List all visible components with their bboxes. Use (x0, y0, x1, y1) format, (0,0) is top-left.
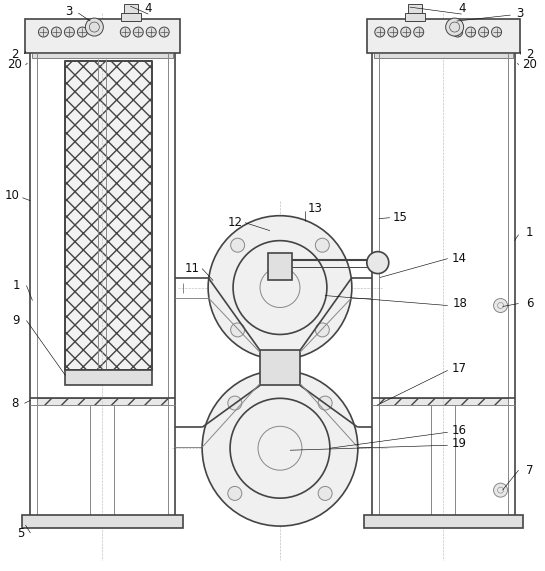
Circle shape (479, 27, 488, 37)
Circle shape (86, 18, 104, 36)
Circle shape (77, 27, 87, 37)
Text: 4: 4 (144, 2, 152, 15)
Text: 16: 16 (452, 424, 467, 437)
Circle shape (375, 27, 385, 37)
Bar (405, 13, 425, 21)
Circle shape (146, 27, 156, 37)
Text: 8: 8 (11, 397, 18, 410)
Circle shape (228, 486, 242, 500)
Bar (364, 515, 523, 528)
Bar (268, 252, 292, 280)
Bar (33, 53, 173, 58)
Bar (65, 371, 152, 385)
Text: 14: 14 (452, 252, 467, 265)
Text: 12: 12 (228, 216, 243, 229)
Circle shape (453, 27, 463, 37)
Circle shape (446, 18, 464, 36)
Text: 2: 2 (526, 47, 533, 61)
Text: 18: 18 (452, 297, 467, 310)
Text: 1: 1 (526, 226, 533, 239)
Bar (374, 53, 512, 58)
Circle shape (228, 396, 242, 410)
Text: 3: 3 (516, 7, 523, 19)
Circle shape (492, 27, 501, 37)
Circle shape (388, 27, 398, 37)
Circle shape (64, 27, 74, 37)
Bar (22, 515, 183, 528)
Circle shape (202, 371, 358, 526)
Circle shape (51, 27, 62, 37)
Text: 11: 11 (185, 262, 199, 275)
Text: 15: 15 (392, 211, 407, 224)
Bar (26, 19, 180, 53)
Bar (65, 61, 152, 371)
Circle shape (39, 27, 49, 37)
Text: 6: 6 (526, 297, 533, 310)
Text: 13: 13 (307, 202, 322, 215)
Text: 7: 7 (526, 464, 533, 477)
Bar (124, 4, 138, 21)
Circle shape (318, 396, 332, 410)
Circle shape (494, 299, 507, 312)
Circle shape (120, 27, 130, 37)
Circle shape (414, 27, 423, 37)
Text: 1: 1 (13, 279, 20, 292)
Circle shape (367, 252, 389, 274)
Text: 9: 9 (13, 314, 20, 327)
Circle shape (494, 483, 507, 497)
Bar (379, 399, 507, 405)
Circle shape (465, 27, 476, 37)
Circle shape (134, 27, 143, 37)
Circle shape (208, 216, 352, 359)
Circle shape (401, 27, 411, 37)
Circle shape (316, 323, 329, 337)
Circle shape (231, 323, 245, 337)
Bar (122, 13, 141, 21)
Text: 20: 20 (7, 58, 22, 71)
Text: 4: 4 (458, 2, 465, 15)
Bar (367, 19, 519, 53)
Text: 5: 5 (17, 526, 24, 540)
Bar (408, 4, 422, 21)
Circle shape (316, 238, 329, 252)
Text: 10: 10 (5, 189, 20, 202)
Circle shape (318, 486, 332, 500)
Text: 17: 17 (452, 362, 467, 375)
Bar (260, 351, 300, 385)
Text: 20: 20 (522, 58, 537, 71)
Bar (38, 399, 168, 405)
Circle shape (231, 238, 245, 252)
Circle shape (159, 27, 169, 37)
Text: 3: 3 (65, 5, 72, 18)
Text: 19: 19 (452, 437, 467, 450)
Text: 2: 2 (11, 47, 18, 61)
